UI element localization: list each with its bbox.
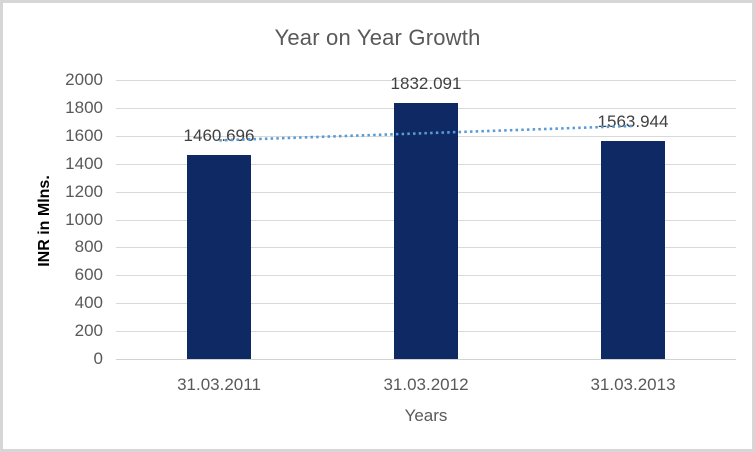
- bar: [187, 155, 251, 359]
- x-axis-title: Years: [404, 406, 448, 425]
- y-tick-label: 1600: [65, 126, 103, 145]
- x-axis-line: [116, 359, 736, 360]
- plot-area: 1460.696 1832.091 1563.944: [116, 74, 736, 360]
- gridline: [116, 80, 736, 81]
- x-category-label: 31.03.2011: [177, 375, 261, 394]
- y-tick-label: 2000: [65, 70, 103, 89]
- y-tick-label: 600: [74, 265, 103, 284]
- bar-data-label: 1563.944: [597, 112, 669, 131]
- x-category-label: 31.03.2012: [383, 375, 469, 394]
- y-tick-label: 400: [74, 293, 103, 312]
- y-tick-label: 1200: [65, 182, 103, 201]
- trendline: [219, 124, 633, 142]
- y-tick-label: 1400: [65, 154, 103, 173]
- bar: [601, 141, 665, 359]
- y-tick-label: 1800: [65, 98, 103, 117]
- y-tick-label: 0: [93, 349, 103, 368]
- bar: [394, 103, 458, 359]
- x-category-label: 31.03.2013: [590, 375, 676, 394]
- y-tick-label: 800: [74, 237, 103, 256]
- bar-data-label: 1832.091: [390, 74, 462, 93]
- chart-title: Year on Year Growth: [274, 25, 481, 50]
- y-tick-label: 1000: [65, 210, 103, 229]
- y-tick-label: 200: [74, 321, 103, 340]
